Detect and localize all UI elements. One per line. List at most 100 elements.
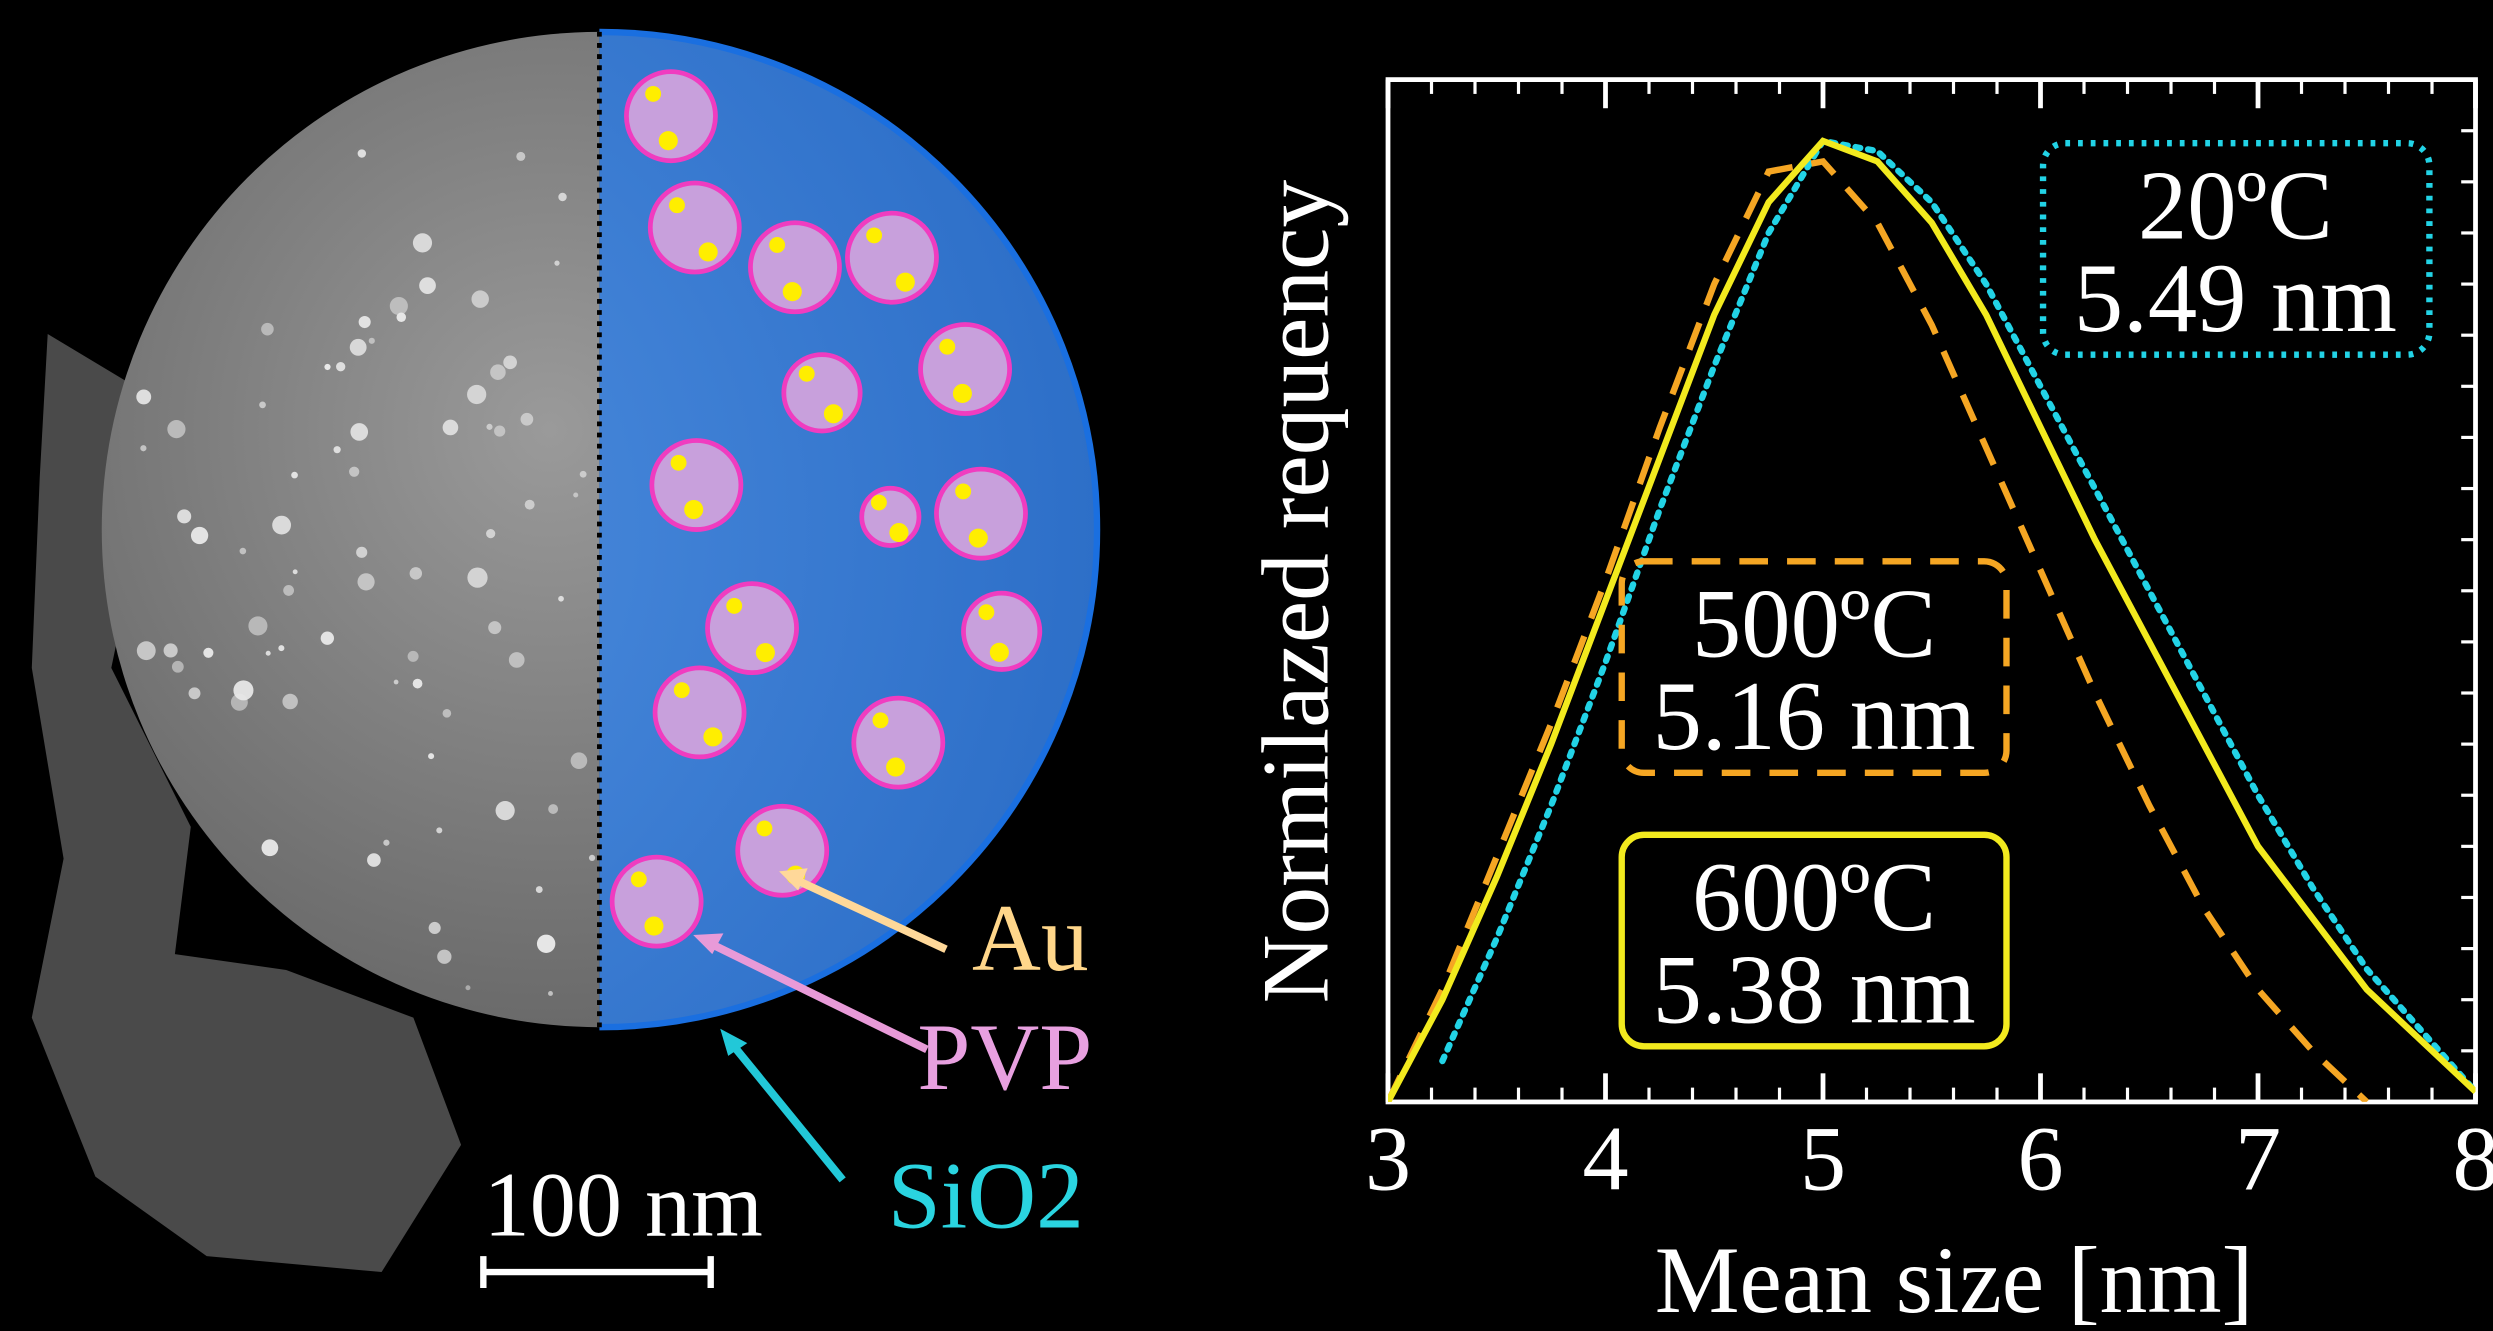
nanoparticle	[321, 632, 334, 645]
nanoparticle	[336, 362, 345, 371]
nanoparticle	[350, 339, 367, 356]
nanoparticle	[571, 752, 588, 769]
au-core	[824, 404, 843, 423]
au-core	[631, 871, 647, 887]
x-tick-label: 8	[2452, 1107, 2493, 1209]
pvp-shell	[650, 183, 739, 272]
nanoparticle	[428, 753, 434, 759]
nanoparticle	[231, 694, 248, 711]
nanoparticle	[573, 492, 578, 497]
au-core	[990, 643, 1009, 662]
nanoparticle	[408, 651, 419, 662]
nanoparticle	[177, 509, 191, 523]
x-tick-label: 3	[1365, 1107, 1411, 1209]
nanoparticle	[367, 853, 381, 867]
au-core	[873, 712, 889, 728]
nanoparticle	[471, 290, 488, 307]
nanoparticle	[516, 152, 525, 161]
nanoparticle	[137, 641, 156, 660]
au-core	[671, 455, 687, 471]
pvp-shell	[862, 488, 919, 545]
x-tick-label: 6	[2017, 1107, 2063, 1209]
nanoparticle	[293, 569, 298, 574]
nanoparticle	[537, 935, 555, 953]
nanoparticle	[429, 922, 441, 934]
nanoparticle	[394, 680, 399, 685]
nanoparticle	[509, 652, 525, 668]
nanoparticle	[548, 804, 558, 814]
nanoparticle	[488, 621, 501, 634]
pvp-shell	[847, 213, 936, 302]
nanoparticle	[282, 694, 297, 709]
legend-mean: 5.49 nm	[2074, 244, 2397, 353]
nanoparticle	[278, 645, 284, 651]
nanoparticle	[383, 840, 389, 846]
y-axis-label: Normilazed requency	[1243, 179, 1349, 1003]
nanoparticle	[356, 547, 367, 558]
au-core	[703, 727, 722, 746]
nanoparticle	[436, 827, 442, 833]
au-core	[889, 523, 908, 542]
illustration: Au PVP SiO2 100 nm	[32, 32, 1097, 1288]
au-core	[645, 86, 661, 102]
nanoparticle	[443, 420, 459, 436]
legend-mean: 5.38 nm	[1653, 935, 1976, 1044]
au-core	[953, 384, 972, 403]
au-core	[799, 366, 815, 382]
x-axis-label: Mean size [nm]	[1655, 1227, 2254, 1331]
nanoparticle	[248, 616, 267, 635]
au-core	[699, 242, 718, 261]
nanoparticle	[357, 573, 374, 590]
au-core	[866, 227, 882, 243]
au-core	[756, 821, 772, 837]
nanoparticle	[240, 548, 247, 555]
au-core	[684, 500, 703, 519]
nanoparticle	[521, 413, 534, 426]
au-core	[896, 273, 915, 292]
nanoparticle	[359, 316, 371, 328]
nanoparticle	[358, 149, 366, 157]
au-core	[644, 917, 663, 936]
au-core	[659, 131, 678, 150]
au-core	[969, 529, 988, 548]
nanoparticle	[465, 985, 470, 990]
nanoparticle	[283, 585, 294, 596]
nanoparticle	[261, 323, 274, 336]
scale-bar	[483, 1256, 710, 1288]
pvp-shell	[708, 584, 797, 673]
scale-bar-label: 100 nm	[484, 1153, 763, 1255]
x-tick-label: 4	[1582, 1107, 1628, 1209]
nanoparticle	[261, 839, 278, 856]
au-core	[871, 495, 887, 511]
nanoparticle	[486, 424, 492, 430]
au-core	[726, 598, 742, 614]
au-core	[939, 339, 955, 355]
nanoparticle	[437, 950, 451, 964]
nanoparticle	[413, 233, 432, 252]
nanoparticle	[443, 709, 452, 718]
au-core	[955, 483, 971, 499]
nanoparticle	[350, 423, 368, 441]
nanoparticle	[536, 886, 543, 893]
x-tick-label: 7	[2235, 1107, 2281, 1209]
nanoparticle	[291, 472, 298, 479]
nanoparticle	[203, 648, 213, 658]
nanoparticle	[272, 516, 291, 535]
nanoparticle	[467, 567, 487, 587]
nanoparticle	[558, 193, 566, 201]
legend-mean: 5.16 nm	[1653, 662, 1976, 771]
au-core	[769, 237, 785, 253]
nanoparticle	[259, 401, 266, 408]
label-au: Au	[972, 885, 1089, 991]
pvp-shell	[738, 806, 827, 895]
au-core	[756, 643, 775, 662]
nanoparticle	[167, 420, 185, 438]
x-tick-label: 5	[1800, 1107, 1846, 1209]
figure: Au PVP SiO2 100 nm Mean size [nm] Normil…	[0, 0, 2493, 1331]
au-core	[886, 758, 905, 777]
nanoparticle	[525, 500, 535, 510]
nanoparticle	[349, 467, 359, 477]
nanoparticle	[467, 385, 486, 404]
nanoparticle	[486, 529, 495, 538]
nanoparticle	[390, 297, 408, 315]
